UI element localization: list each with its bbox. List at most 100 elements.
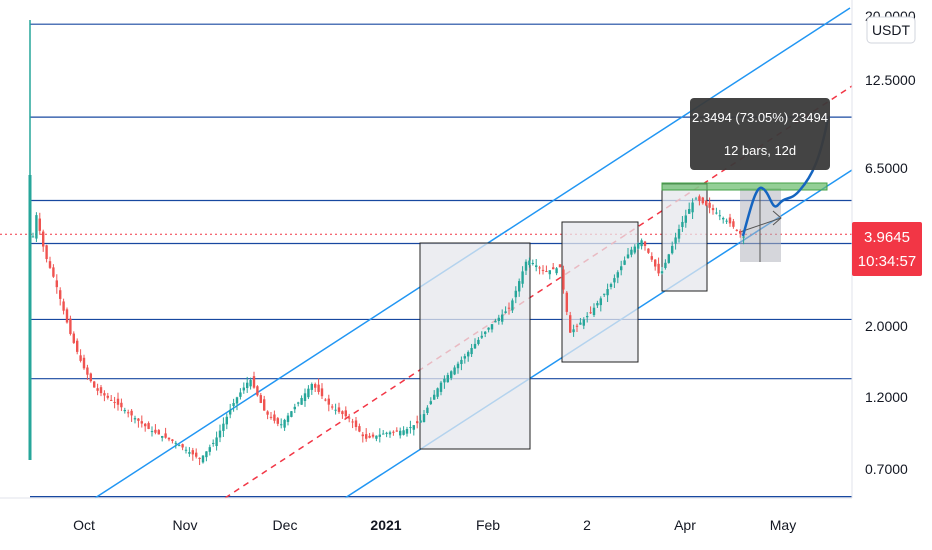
currency-badge-bg	[866, 16, 916, 44]
currency-label: USDT	[872, 22, 911, 38]
candle-body	[487, 327, 490, 330]
candle-body	[558, 264, 562, 268]
current-price-bg	[852, 222, 922, 276]
candle-body	[198, 457, 201, 460]
candle-body	[674, 237, 677, 244]
candle-body	[82, 357, 86, 369]
candle-body	[127, 412, 130, 414]
candle-body	[31, 236, 35, 238]
candle-body	[52, 267, 55, 277]
time-tick-label: Dec	[273, 517, 298, 533]
candle-body	[677, 229, 681, 239]
candle-body	[191, 450, 194, 455]
candle-body	[280, 424, 283, 426]
time-axis[interactable]: Oct Nov Dec 2021 Feb 2 Apr May	[73, 517, 796, 533]
candle-body	[426, 407, 429, 414]
candle-body	[484, 331, 487, 334]
candle-body	[212, 442, 215, 444]
candle-body	[283, 419, 286, 428]
candle-body	[35, 215, 38, 239]
candle-body	[657, 263, 660, 274]
candle-body	[480, 335, 483, 338]
candle-body	[303, 393, 307, 402]
candle-body	[388, 432, 392, 435]
candle-body	[456, 363, 460, 369]
candle-body	[382, 433, 385, 435]
candle-body	[130, 410, 133, 416]
candle-body	[579, 322, 582, 325]
candle-body	[331, 406, 334, 408]
candle-body	[93, 381, 96, 388]
candle-body	[144, 423, 147, 427]
candle-body	[524, 261, 528, 271]
candle-body	[405, 428, 409, 434]
candle-body	[521, 271, 524, 284]
candle-body	[45, 245, 48, 260]
candle-body	[412, 425, 415, 430]
candle-body	[395, 430, 398, 432]
candle-body	[422, 414, 426, 423]
candle-body	[392, 431, 395, 433]
candle-body	[589, 312, 592, 314]
candle-body	[528, 260, 531, 266]
candle-body	[671, 245, 674, 254]
candle-body	[572, 329, 575, 333]
candle-body	[157, 430, 160, 435]
candle-body	[715, 212, 718, 214]
time-tick-label: Apr	[674, 517, 696, 533]
candle-body	[69, 318, 72, 334]
candle-body	[691, 202, 694, 213]
candle-body	[429, 401, 432, 405]
candle-body	[575, 325, 579, 327]
candle-body	[511, 300, 514, 311]
candle-body	[99, 387, 103, 394]
candle-body	[327, 398, 330, 405]
candle-body	[490, 324, 494, 330]
candle-body	[62, 301, 65, 311]
candle-body	[592, 307, 596, 316]
candle-body	[647, 248, 650, 253]
candle-body	[494, 320, 497, 323]
candle-body	[450, 371, 453, 378]
candle-body	[76, 340, 79, 352]
candle-body	[361, 434, 364, 437]
candles	[31, 194, 745, 466]
time-tick-label: 2	[583, 517, 591, 533]
candle-body	[188, 452, 191, 454]
measure-tooltip-line1: 2.3494 (73.05%) 23494	[692, 110, 828, 125]
candle-body	[569, 315, 572, 333]
candle-body	[184, 449, 188, 451]
candle-body	[351, 421, 354, 423]
candle-body	[660, 271, 664, 274]
candle-body	[229, 409, 232, 415]
candle-body	[694, 198, 698, 200]
candle-body	[399, 430, 402, 436]
candle-body	[147, 423, 150, 429]
candle-body	[140, 421, 143, 424]
price-tick-label: 0.7000	[865, 461, 908, 477]
candle-body	[535, 265, 538, 268]
candle-body	[654, 259, 657, 267]
measure-arrow	[772, 210, 782, 226]
candle-body	[269, 416, 273, 418]
candle-body	[286, 415, 290, 422]
candle-body	[86, 367, 89, 375]
candle-body	[307, 388, 310, 398]
candle-body	[310, 384, 313, 390]
candle-body	[79, 355, 82, 361]
candle-body	[722, 217, 725, 220]
candle-body	[439, 382, 443, 392]
currency-badge[interactable]: USDT	[866, 16, 916, 44]
time-tick-label: Nov	[173, 517, 198, 533]
candle-body	[365, 434, 368, 439]
candle-body	[433, 394, 436, 400]
candle-body	[402, 430, 405, 435]
candle-body	[242, 387, 245, 391]
candle-body	[113, 401, 116, 403]
candle-body	[518, 281, 521, 292]
projection-curve	[741, 117, 830, 237]
candle-body	[473, 343, 477, 349]
candle-body	[555, 268, 558, 274]
candle-body	[640, 240, 643, 247]
